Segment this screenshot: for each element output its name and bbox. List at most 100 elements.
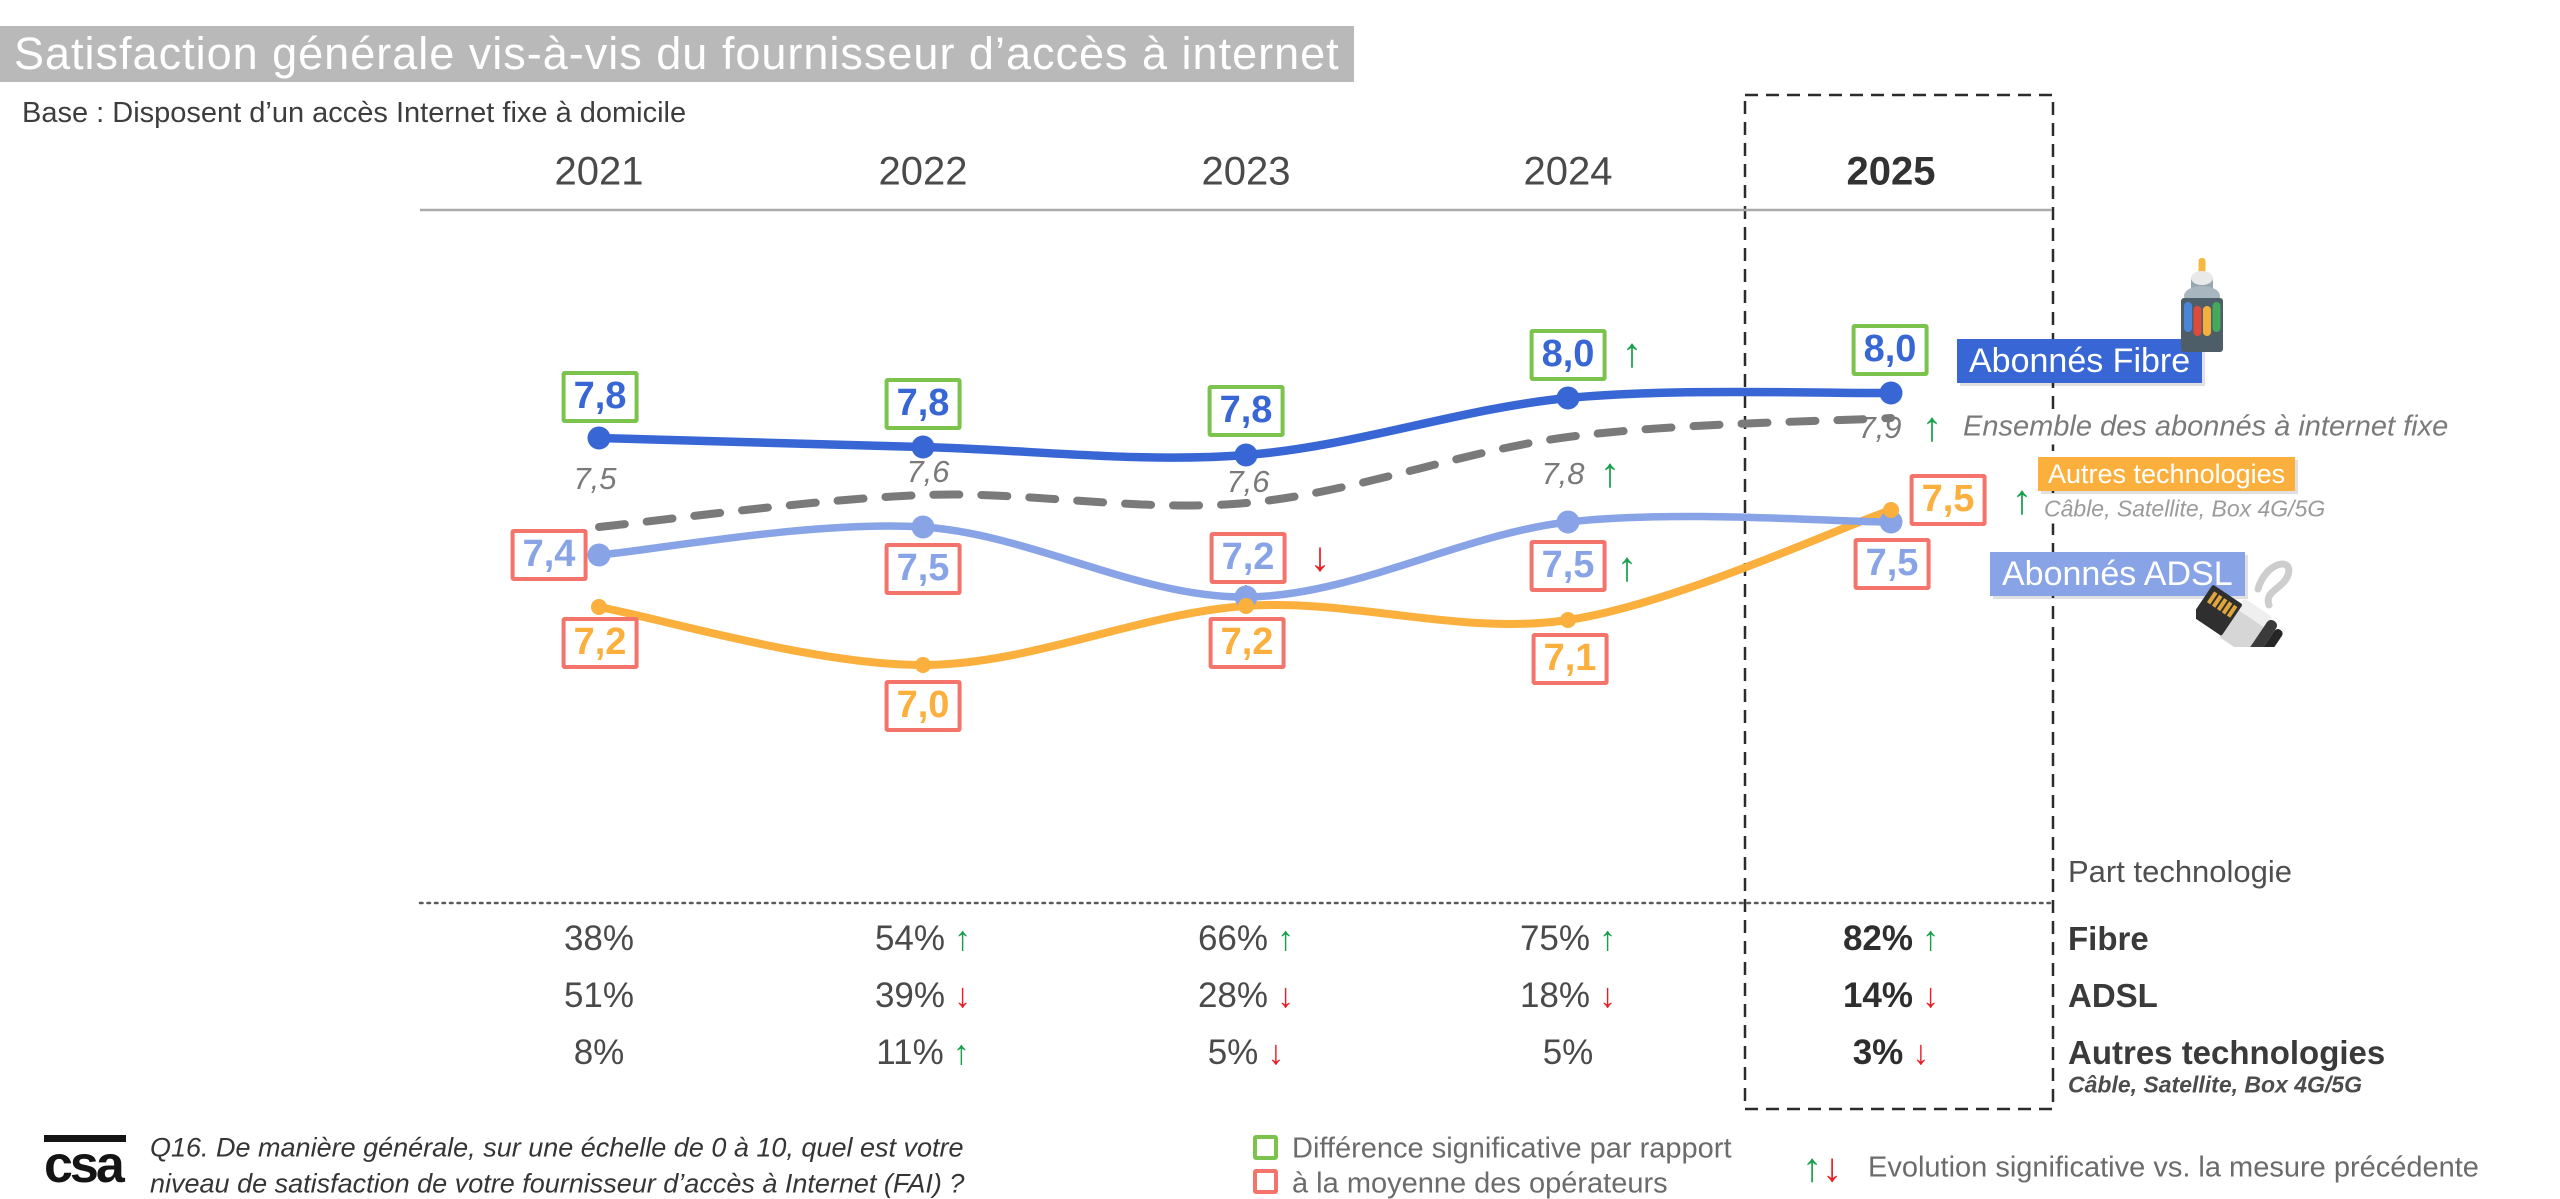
csa-logo-text: csa <box>44 1136 125 1194</box>
share-trend-arrow-down: ↓ <box>1267 1033 1285 1072</box>
fiber-optic-icon <box>2181 258 2223 352</box>
adsl-cable-icon <box>2196 560 2293 647</box>
table-row-sublabel-3: Câble, Satellite, Box 4G/5G <box>2068 1071 2362 1098</box>
data-point-adsl-2022 <box>911 515 935 539</box>
share-value-fibre-2022: 54% ↑ <box>875 919 971 959</box>
value-label-fibre-2021: 7,8 <box>561 371 639 423</box>
title-bar: Satisfaction générale vis-à-vis du fourn… <box>0 26 1354 82</box>
csa-logo-bar <box>44 1135 126 1142</box>
value-label-ensemble-2025: 7,9 <box>1858 410 1902 445</box>
share-value-text: 51% <box>563 976 635 1015</box>
value-label-adsl-2022: 7,5 <box>884 543 962 595</box>
value-label-ensemble-2022: 7,6 <box>906 454 950 489</box>
value-label-fibre-2023: 7,8 <box>1207 385 1285 437</box>
value-label-autres-2022: 7,0 <box>884 680 962 732</box>
share-value-fibre-2023: 66% ↑ <box>1198 919 1294 959</box>
table-row-label-1: Fibre <box>2068 920 2149 957</box>
value-label-ensemble-2024: 7,8 <box>1541 456 1585 491</box>
legend-autres-label: Autres technologies <box>2048 458 2286 489</box>
value-label-autres-2021: 7,2 <box>561 617 639 669</box>
data-point-autres-2024 <box>1560 612 1576 628</box>
share-value-adsl-2023: 28% ↓ <box>1198 976 1294 1016</box>
share-value-text: 66% <box>1197 919 1269 958</box>
share-trend-arrow-up: ↑ <box>954 919 972 958</box>
data-point-fibre-2025 <box>1879 381 1903 405</box>
share-value-adsl-2022: 39% ↓ <box>875 976 971 1016</box>
value-label-fibre-2024: 8,0 <box>1529 329 1607 381</box>
legend-chip-fibre: Abonnés Fibre <box>1957 339 2203 383</box>
evolution-text: Evolution significative vs. la mesure pr… <box>1868 1151 2479 1184</box>
trend-arrow-up-adsl-2024: ↑ <box>1616 543 1638 590</box>
share-trend-arrow-down: ↓ <box>1912 1033 1930 1072</box>
data-point-adsl-2024 <box>1556 510 1580 534</box>
share-value-text: 75% <box>1519 919 1591 958</box>
year-label-2024: 2024 <box>1523 149 1613 194</box>
share-trend-arrow-up: ↑ <box>1599 919 1617 958</box>
evolution-arrows-icon: ↑↓ <box>1802 1148 1842 1188</box>
share-trend-arrow-down: ↓ <box>954 976 972 1015</box>
table-row-label-2: ADSL <box>2068 977 2158 1014</box>
trend-arrow-up-autres-2025: ↑ <box>2011 476 2033 523</box>
share-value-fibre-2024: 75% ↑ <box>1520 919 1616 959</box>
share-value-text: 54% <box>874 919 946 958</box>
base-note: Base : Disposent d’un accès Internet fix… <box>22 97 687 129</box>
data-point-adsl-2025 <box>1879 510 1903 534</box>
question-line1: Q16. De manière générale, sur une échell… <box>150 1132 964 1163</box>
question-line2: niveau de satisfaction de votre fourniss… <box>150 1168 965 1199</box>
value-label-ensemble-2023: 7,6 <box>1226 464 1270 499</box>
share-value-adsl-2021: 51% <box>564 976 634 1016</box>
value-label-fibre-2022: 7,8 <box>884 378 962 430</box>
share-value-text: 11% <box>876 1033 944 1072</box>
share-trend-arrow-down: ↓ <box>1922 976 1940 1015</box>
data-point-autres-2022 <box>915 657 931 673</box>
value-label-adsl-2025: 7,5 <box>1853 538 1931 590</box>
year-label-2025: 2025 <box>1846 149 1936 194</box>
legend-fibre-label: Abonnés Fibre <box>1969 341 2191 380</box>
year-label-2022: 2022 <box>878 149 968 194</box>
data-point-fibre-2024 <box>1556 386 1580 410</box>
share-value-autres-2023: 5% ↓ <box>1208 1033 1285 1073</box>
value-label-autres-2025: 7,5 <box>1909 474 1987 526</box>
legend-autres-sublabel: Câble, Satellite, Box 4G/5G <box>2040 494 2330 524</box>
data-point-autres-2025 <box>1883 502 1899 518</box>
year-label-2023: 2023 <box>1201 149 1291 194</box>
down-arrow-icon: ↓ <box>1822 1146 1842 1190</box>
up-arrow-icon: ↑ <box>1802 1146 1822 1190</box>
value-label-autres-2024: 7,1 <box>1531 633 1609 685</box>
table-row-label-3: Autres technologies <box>2068 1034 2386 1071</box>
share-trend-arrow-up: ↑ <box>1277 919 1295 958</box>
highlight-2025-box <box>1743 93 2055 1111</box>
data-point-autres-2021 <box>591 599 607 615</box>
data-point-fibre-2021 <box>587 426 611 450</box>
share-value-adsl-2025: 14% ↓ <box>1843 976 1939 1016</box>
data-point-autres-2023 <box>1238 598 1254 614</box>
share-value-text: 5% <box>1207 1033 1259 1072</box>
significance-diff-line1: Différence significative par rapport <box>1292 1132 1732 1165</box>
value-label-adsl-2023: 7,2 <box>1209 532 1287 584</box>
red-significance-box <box>1253 1169 1278 1194</box>
share-trend-arrow-down: ↓ <box>1277 976 1295 1015</box>
share-value-text: 39% <box>874 976 946 1015</box>
share-value-autres-2021: 8% <box>574 1033 625 1073</box>
share-value-text: 3% <box>1852 1033 1904 1072</box>
share-value-adsl-2024: 18% ↓ <box>1520 976 1616 1016</box>
page-title: Satisfaction générale vis-à-vis du fourn… <box>14 28 1340 79</box>
legend-adsl-label: Abonnés ADSL <box>2002 554 2233 593</box>
trend-arrow-down-adsl-2023: ↓ <box>1309 533 1331 580</box>
share-value-fibre-2021: 38% <box>564 919 634 959</box>
csa-logo: csa <box>44 1135 126 1194</box>
share-value-fibre-2025: 82% ↑ <box>1843 919 1939 959</box>
value-label-fibre-2025: 8,0 <box>1851 324 1929 376</box>
share-value-text: 18% <box>1519 976 1591 1015</box>
share-value-text: 8% <box>573 1033 625 1072</box>
trend-arrow-up-ensemble-2024: ↑ <box>1599 449 1621 496</box>
green-significance-box <box>1253 1135 1278 1160</box>
legend-chip-adsl: Abonnés ADSL <box>1990 552 2245 596</box>
data-point-adsl-2021 <box>587 543 611 567</box>
value-label-adsl-2024: 7,5 <box>1529 540 1607 592</box>
share-value-text: 38% <box>563 919 635 958</box>
significance-diff-line2: à la moyenne des opérateurs <box>1292 1167 1668 1199</box>
year-label-2021: 2021 <box>554 149 644 194</box>
share-trend-arrow-up: ↑ <box>952 1033 970 1072</box>
